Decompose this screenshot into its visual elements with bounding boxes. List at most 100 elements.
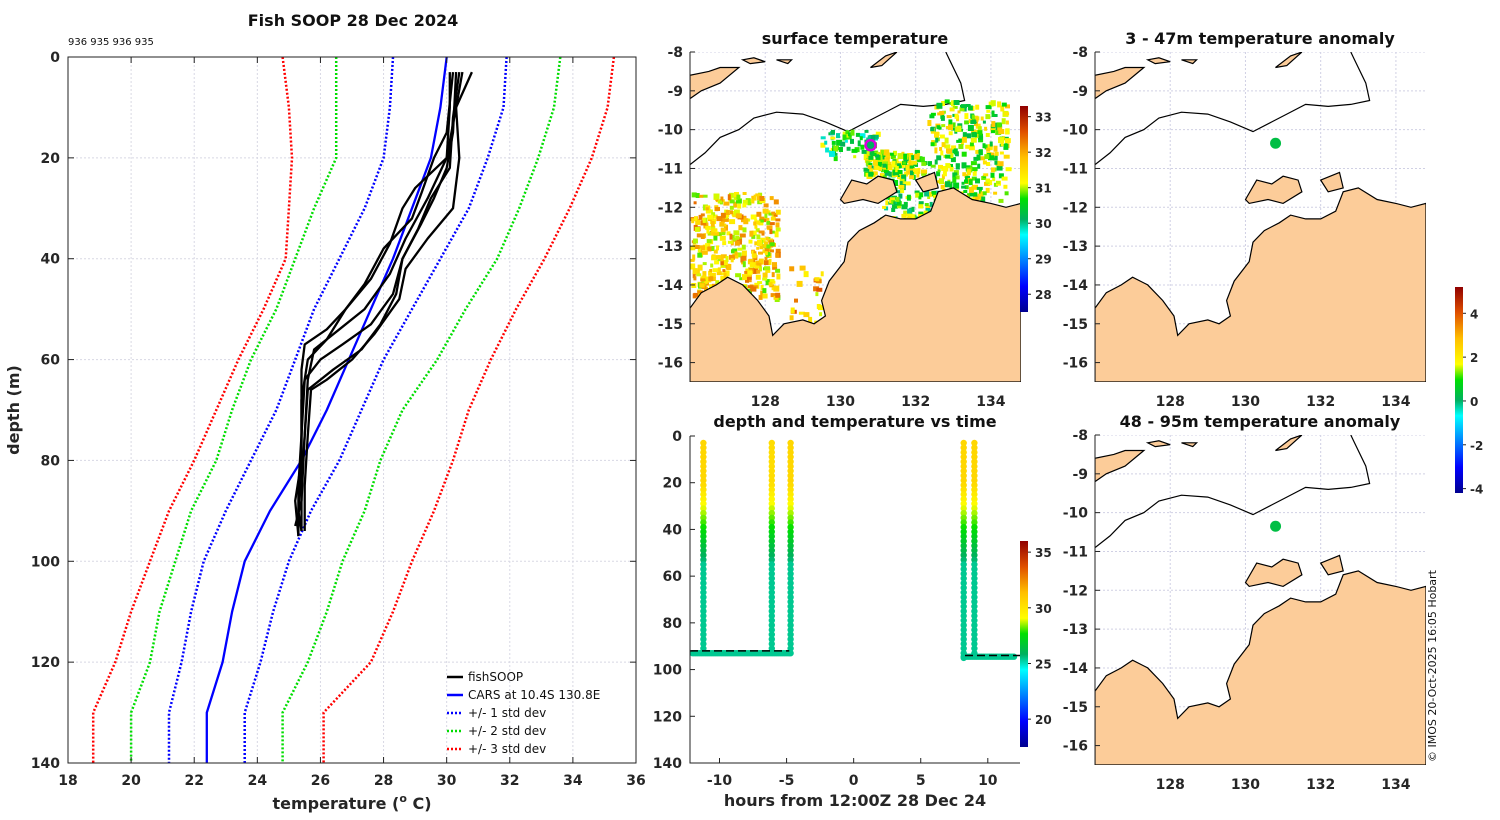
sst-pixel xyxy=(765,236,769,241)
sst-pixel xyxy=(720,227,726,234)
sst-pixel xyxy=(998,161,1004,167)
sst-pixel xyxy=(906,194,911,201)
cast-point xyxy=(960,505,967,512)
sst-pixel xyxy=(941,101,946,106)
sst-pixel xyxy=(699,283,705,288)
sst-pixel xyxy=(762,288,767,294)
sst-pixel xyxy=(893,180,899,186)
cast-point xyxy=(960,467,967,475)
sst-pixel xyxy=(932,140,937,147)
sst-pixel xyxy=(951,100,955,107)
sst-pixel xyxy=(719,255,724,262)
sst-pixel xyxy=(764,256,768,261)
sst-pixel xyxy=(750,214,757,220)
sst-pixel xyxy=(996,181,1000,184)
sst-pixel xyxy=(720,260,726,266)
sst-pixel xyxy=(936,125,941,130)
sst-pixel xyxy=(703,280,708,284)
anomaly-point xyxy=(1270,520,1282,532)
sst-pixel xyxy=(715,280,720,286)
casts xyxy=(689,439,1020,662)
sst-pixel xyxy=(755,193,761,197)
sst-pixel xyxy=(973,156,979,161)
legend-label: +/- 3 std dev xyxy=(468,742,546,756)
cast-point xyxy=(768,579,775,587)
sst-pixel xyxy=(1004,191,1009,196)
cast-point xyxy=(960,547,967,554)
sst-pixel xyxy=(755,220,761,225)
sst-pixel xyxy=(898,193,903,199)
sst-pixel xyxy=(756,269,761,274)
cast-point xyxy=(700,458,707,465)
sst-pixel xyxy=(949,107,955,112)
sst-pixel xyxy=(999,151,1004,155)
sst-pixel xyxy=(934,147,938,154)
cast-point xyxy=(768,481,775,489)
sst-pixel xyxy=(1004,112,1010,116)
sst-pixel xyxy=(790,307,795,314)
sst-pixel xyxy=(771,280,776,284)
cast-point xyxy=(700,509,707,517)
cast-point xyxy=(971,622,978,629)
cast-point xyxy=(768,612,775,620)
cast-point xyxy=(971,612,978,620)
land-island xyxy=(839,175,898,205)
cast-point xyxy=(768,598,775,605)
sst-pixel xyxy=(888,171,893,177)
sst-pixel xyxy=(775,268,781,273)
cast-point xyxy=(960,584,967,591)
sst-pixel xyxy=(706,239,712,244)
sst-pixel xyxy=(725,210,730,215)
sst-pixel xyxy=(734,251,738,256)
sst-pixel xyxy=(700,278,706,282)
sst-pixel xyxy=(994,151,999,156)
chart-title: Fish SOOP 28 Dec 2024 xyxy=(248,11,458,30)
sst-pixel xyxy=(708,270,713,276)
sst-pixel xyxy=(988,155,994,161)
sst-pixel xyxy=(1001,118,1006,125)
sst-pixel xyxy=(710,220,715,227)
sst-pixel xyxy=(946,115,952,119)
sst-pixel xyxy=(938,178,944,185)
sst-pixel xyxy=(972,196,979,202)
sst-pixel xyxy=(851,148,858,153)
sst-pixel xyxy=(905,166,909,171)
cast-point xyxy=(787,575,794,582)
cast-point xyxy=(971,640,978,648)
sst-pixel xyxy=(934,131,939,138)
lon-tick-label: 134 xyxy=(1381,777,1410,793)
sst-pixel xyxy=(882,163,887,168)
series-line xyxy=(243,56,508,763)
sst-pixel xyxy=(951,127,958,131)
x-tick-label: 34 xyxy=(563,773,583,789)
sst-pixel xyxy=(721,232,726,236)
sst-pixel xyxy=(884,172,889,176)
cast-point xyxy=(768,594,775,601)
sst-pixel xyxy=(694,226,700,232)
sst-pixel xyxy=(953,182,960,189)
lat-tick-label: -9 xyxy=(667,84,683,100)
sst-pixel xyxy=(814,277,820,282)
sst-pixel xyxy=(725,256,729,262)
sst-pixel xyxy=(875,154,879,158)
ship-position-marker xyxy=(864,138,877,152)
sst-pixel xyxy=(833,156,838,162)
sst-pixel xyxy=(735,252,742,258)
y-tick-label: 80 xyxy=(663,616,683,632)
cast-point xyxy=(700,603,707,610)
cast-point xyxy=(768,556,775,563)
sst-pixel xyxy=(994,160,998,165)
sst-pixel xyxy=(903,201,908,207)
sst-pixel xyxy=(963,190,968,193)
sst-pixel xyxy=(924,203,929,206)
sst-pixel xyxy=(789,315,794,321)
sst-pixel xyxy=(860,144,865,150)
lon-tick-label: 128 xyxy=(1156,394,1185,410)
sst-pixel xyxy=(917,192,924,198)
cast-point xyxy=(700,575,707,582)
cast-point xyxy=(971,626,978,634)
sst-pixel xyxy=(698,214,703,220)
sst-pixel xyxy=(720,272,726,276)
sst-pixel xyxy=(729,205,734,210)
sst-pixel xyxy=(699,194,704,198)
